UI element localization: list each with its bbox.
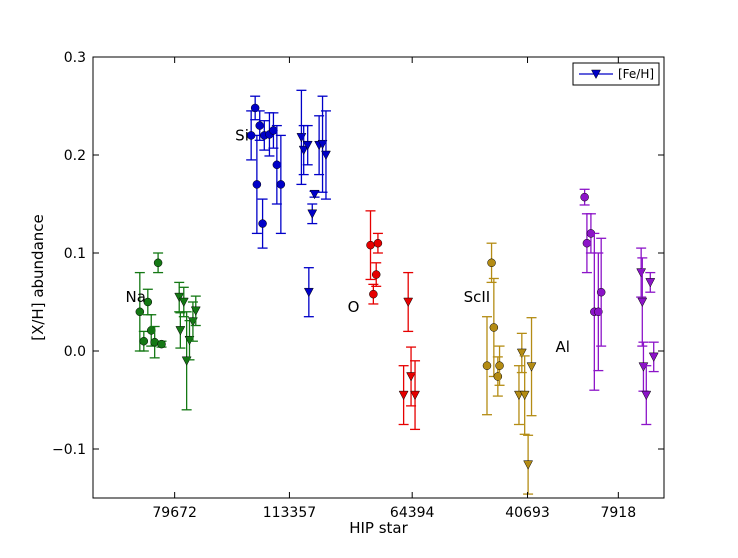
data-point-circle [369, 289, 378, 299]
y-axis-label: [X/H] abundance [29, 214, 47, 341]
data-point-triangle [645, 278, 656, 288]
data-point-triangle [321, 150, 331, 161]
data-point-triangle [190, 306, 201, 316]
data-point-circle [487, 258, 496, 268]
data-marks: Na Si O ScII Al [126, 89, 659, 495]
series-label-o: O [348, 298, 360, 316]
data-point-triangle [303, 287, 314, 298]
data-point-circle [373, 238, 383, 248]
x-tick-label: 79672 [152, 505, 197, 521]
data-point-circle [482, 361, 492, 370]
data-point-triangle [403, 297, 414, 308]
data-point-circle [366, 240, 375, 250]
plot-frame [92, 56, 665, 499]
data-point-circle [495, 361, 504, 370]
data-point-circle [371, 270, 381, 279]
data-point-triangle [648, 352, 659, 362]
axes: −0.1 0.0 0.1 0.2 0.3 79672 113357 64394 40693 791… [52, 50, 665, 521]
data-point-triangle [526, 362, 537, 372]
data-point-triangle [317, 139, 328, 150]
data-point-circle [139, 336, 149, 346]
data-point-triangle [406, 372, 416, 382]
data-point-triangle [302, 140, 313, 151]
data-point-circle [153, 258, 163, 268]
data-point-triangle [175, 326, 186, 336]
y-tick-label: −0.1 [52, 442, 86, 458]
series-o: O [348, 210, 421, 431]
data-point-circle [272, 160, 282, 170]
data-point-triangle [178, 297, 189, 308]
data-point-circle [255, 121, 264, 130]
legend-box [572, 62, 660, 86]
y-tick-label: 0.0 [64, 344, 86, 360]
data-point-circle [580, 192, 589, 202]
data-point-circle [493, 372, 503, 381]
data-point-circle [594, 307, 603, 317]
series-scii: ScII [464, 242, 537, 495]
data-point-triangle [307, 209, 318, 219]
x-tick-label: 113357 [263, 505, 316, 521]
data-point-triangle [174, 292, 185, 303]
data-point-circle [489, 323, 499, 332]
data-point-triangle [637, 297, 648, 308]
data-point-triangle [410, 390, 420, 401]
data-point-circle [252, 180, 262, 189]
legend-marker [591, 69, 601, 80]
data-point-triangle [298, 145, 309, 156]
y-tick-label: 0.2 [64, 148, 86, 164]
data-point-triangle [398, 390, 409, 401]
series-label-scii: ScII [464, 288, 491, 306]
data-point-circle [250, 103, 260, 113]
data-point-circle [276, 180, 286, 189]
x-tick-label: 40693 [505, 505, 550, 521]
data-point-circle [258, 219, 267, 228]
data-point-triangle [184, 335, 195, 346]
y-tick-label: 0.3 [64, 50, 86, 66]
x-axis-label: HIP star [349, 519, 408, 537]
data-point-triangle [309, 189, 320, 200]
data-point-triangle [636, 268, 647, 278]
legend-label: [Fe/H] [618, 67, 654, 81]
data-point-circle [157, 339, 166, 349]
series-na: Na [126, 252, 201, 411]
series-label-al: Al [556, 338, 570, 356]
data-point-triangle [641, 390, 652, 401]
x-tick-label: 64394 [390, 505, 435, 521]
data-point-triangle [523, 460, 534, 470]
data-point-circle [582, 238, 592, 248]
data-point-circle [135, 307, 145, 317]
data-point-circle [596, 287, 606, 297]
data-point-triangle [516, 348, 527, 358]
data-point-circle [143, 297, 153, 307]
series-label-na: Na [126, 288, 146, 306]
x-tick-label: 7918 [600, 505, 636, 521]
data-point-triangle [519, 390, 530, 401]
legend: [Fe/H] [572, 62, 660, 86]
series-al: Al [556, 188, 659, 426]
y-tick-label: 0.1 [64, 246, 86, 262]
series-si: Si [235, 89, 331, 318]
series-label-si: Si [235, 126, 249, 144]
